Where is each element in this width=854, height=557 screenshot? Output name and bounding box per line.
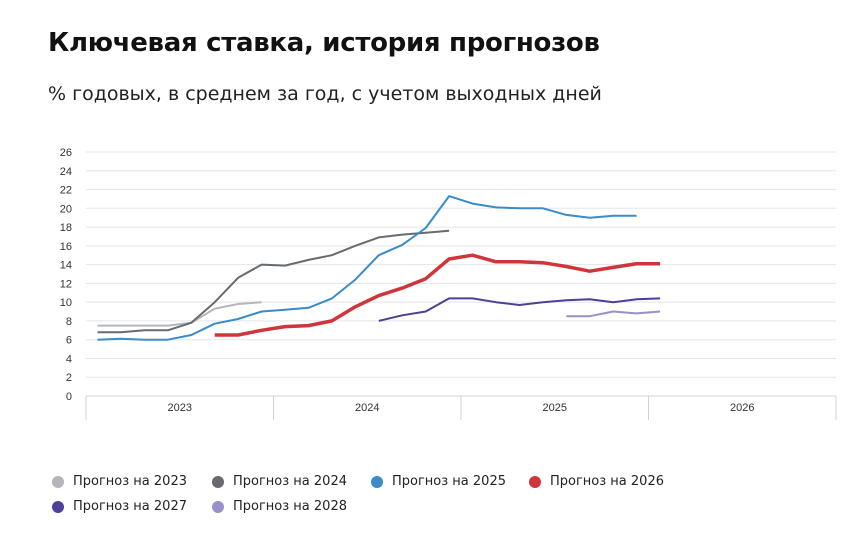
legend-label: Прогноз на 2024 [233,474,347,489]
y-tick-label: 20 [60,203,72,215]
legend-label: Прогноз на 2023 [73,474,187,489]
series-layer [97,195,661,341]
legend-label: Прогноз на 2025 [392,474,506,489]
legend-label: Прогноз на 2027 [73,499,187,514]
legend-item[interactable]: Прогноз на 2024 [212,474,347,489]
x-tick-label: 2026 [730,402,754,414]
series-line-2026 [214,253,661,337]
legend-dot-icon [529,475,541,488]
y-tick-label: 26 [60,147,72,159]
y-tick-label: 0 [66,391,72,403]
y-tick-label: 12 [60,278,72,290]
legend-item[interactable]: Прогноз на 2025 [371,474,506,489]
chart-title: Ключевая ставка, история прогнозов [48,28,600,58]
series-line-2024 [97,229,450,334]
legend-dot-icon [371,475,383,488]
series-line-2028 [566,310,661,318]
legend-dot-icon [212,475,224,488]
legend-label: Прогноз на 2028 [233,499,347,514]
legend-dot-icon [212,500,224,513]
grid-layer [86,151,836,378]
y-tick-label: 14 [60,260,72,272]
legend-label: Прогноз на 2026 [550,474,664,489]
x-tick-label: 2025 [543,402,567,414]
y-tick-label: 10 [60,297,72,309]
y-tick-label: 18 [60,222,72,234]
y-tick-label: 24 [60,166,72,178]
y-tick-label: 16 [60,241,72,253]
y-tick-label: 6 [66,335,72,347]
legend-item[interactable]: Прогноз на 2028 [212,499,347,514]
chart-subtitle: % годовых, в среднем за год, с учетом вы… [48,83,602,105]
x-axis: 2023 2024 2025 2026 [85,395,837,420]
y-tick-label: 8 [66,316,72,328]
series-line-2027 [378,297,661,322]
y-tick-label: 2 [66,372,72,384]
legend-dot-icon [52,500,64,513]
x-tick-label: 2023 [168,402,192,414]
series-line-2023 [97,301,262,327]
series-line-2025 [97,195,637,341]
y-tick-label: 4 [66,353,72,365]
legend-item[interactable]: Прогноз на 2026 [529,474,664,489]
legend-dot-icon [52,475,64,488]
y-tick-label: 22 [60,185,72,197]
legend-item[interactable]: Прогноз на 2023 [52,474,187,489]
legend-item[interactable]: Прогноз на 2027 [52,499,187,514]
x-tick-label: 2024 [355,402,379,414]
